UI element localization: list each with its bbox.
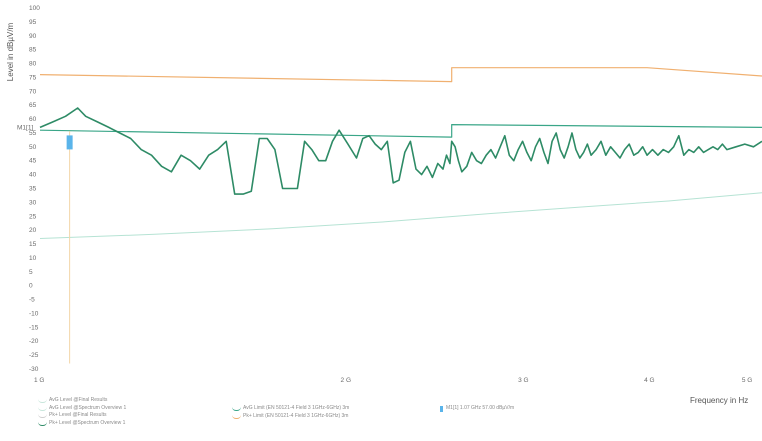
x-axis: 1 G 2 G 3 G 4 G 5 G <box>34 377 752 384</box>
y-tick-label: 35 <box>29 186 37 193</box>
x-tick-label: 5 G <box>742 377 752 384</box>
legend-item-2: AvG Level @Spectrum Overview 1 <box>38 405 126 413</box>
y-tick-label: -20 <box>29 338 39 345</box>
marker-group: M1[1] <box>17 124 73 364</box>
y-tick-label: 85 <box>29 47 37 54</box>
y-axis: -30 -25 -20 -15 -10 -5 0 5 10 15 20 25 30 35 40 45 50 55 6… <box>29 5 40 373</box>
marker-label: M1[1] <box>17 124 33 131</box>
y-tick-label: 100 <box>29 5 40 12</box>
legend-swatch-icon <box>38 413 47 419</box>
x-tick-label: 4 G <box>644 377 654 384</box>
series-line-2 <box>39 123 762 138</box>
y-tick-label: 20 <box>29 227 37 234</box>
legend-item-1: AvG Level @Final Results <box>38 397 126 405</box>
y-tick-label: 50 <box>29 144 37 151</box>
y-tick-label: -10 <box>29 310 39 317</box>
x-axis-title: Frequency in Hz <box>690 396 748 405</box>
y-tick-label: 60 <box>29 116 37 123</box>
y-tick-label: 65 <box>29 102 37 109</box>
series-group <box>39 67 762 239</box>
marker-swatch-icon <box>440 405 443 412</box>
y-tick-label: 45 <box>29 158 37 165</box>
y-tick-label: 90 <box>29 33 37 40</box>
legend-label: Pk+ Level @Spectrum Overview 1 <box>49 419 126 426</box>
y-tick-label: -30 <box>29 366 39 373</box>
legend-label: AvG Limit (EN 50121-4 Field 3 1GHz-6GHz)… <box>243 405 350 411</box>
y-tick-label: 80 <box>29 61 37 68</box>
legend-item-1: AvG Limit (EN 50121-4 Field 3 1GHz-6GHz)… <box>232 405 349 413</box>
legend-label: Pk+ Level @Final Results <box>49 412 107 418</box>
y-tick-label: 5 <box>29 269 33 276</box>
x-tick-label: 1 G <box>34 377 44 384</box>
y-tick-label: 15 <box>29 241 37 248</box>
legend-label: AvG Level @Spectrum Overview 1 <box>49 404 127 411</box>
legend-swatch-icon <box>38 406 47 411</box>
y-tick-label: -5 <box>29 297 35 304</box>
legend-marker: M1[1] 1.07 GHz 57.00 dBµV/m <box>440 405 514 413</box>
legend-left: AvG Level @Final Results AvG Level @Spect… <box>38 397 126 427</box>
y-tick-label: 0 <box>29 283 33 290</box>
marker-point <box>66 135 73 150</box>
legend-swatch-icon <box>232 406 241 412</box>
legend-item-marker: M1[1] 1.07 GHz 57.00 dBµV/m <box>440 405 514 413</box>
y-tick-label: -25 <box>29 352 39 359</box>
y-tick-label: 95 <box>29 19 37 26</box>
series-line-4 <box>39 107 762 195</box>
legend-swatch-icon <box>38 398 47 404</box>
legend-item-4: Pk+ Level @Spectrum Overview 1 <box>38 420 126 428</box>
legend-marker-label: M1[1] 1.07 GHz 57.00 dBµV/m <box>446 405 515 411</box>
legend-swatch-icon <box>232 414 241 419</box>
legend-label: AvG Level @Final Results <box>49 397 108 403</box>
y-tick-label: 75 <box>29 74 37 81</box>
y-tick-label: 30 <box>29 199 37 206</box>
x-tick-label: 3 G <box>518 377 528 384</box>
y-tick-label: 10 <box>29 255 37 262</box>
y-tick-label: 40 <box>29 172 37 179</box>
y-tick-label: 70 <box>29 88 37 95</box>
y-tick-label: 25 <box>29 213 37 220</box>
x-tick-label: 2 G <box>341 377 351 384</box>
legend-label: Pk+ Limit (EN 50121-4 Field 3 1GHz-6GHz)… <box>243 412 349 419</box>
legend-swatch-icon <box>38 421 47 426</box>
legend-item-3: Pk+ Level @Final Results <box>38 412 126 420</box>
legend-item-2: Pk+ Limit (EN 50121-4 Field 3 1GHz-6GHz)… <box>232 413 349 421</box>
y-tick-label: 55 <box>29 130 37 137</box>
series-line-3 <box>39 192 762 239</box>
legend-limits: AvG Limit (EN 50121-4 Field 3 1GHz-6GHz)… <box>232 405 349 420</box>
y-tick-label: -15 <box>29 324 39 331</box>
series-line-1 <box>39 67 762 83</box>
y-axis-title: Level in dBµV/m <box>6 22 15 81</box>
